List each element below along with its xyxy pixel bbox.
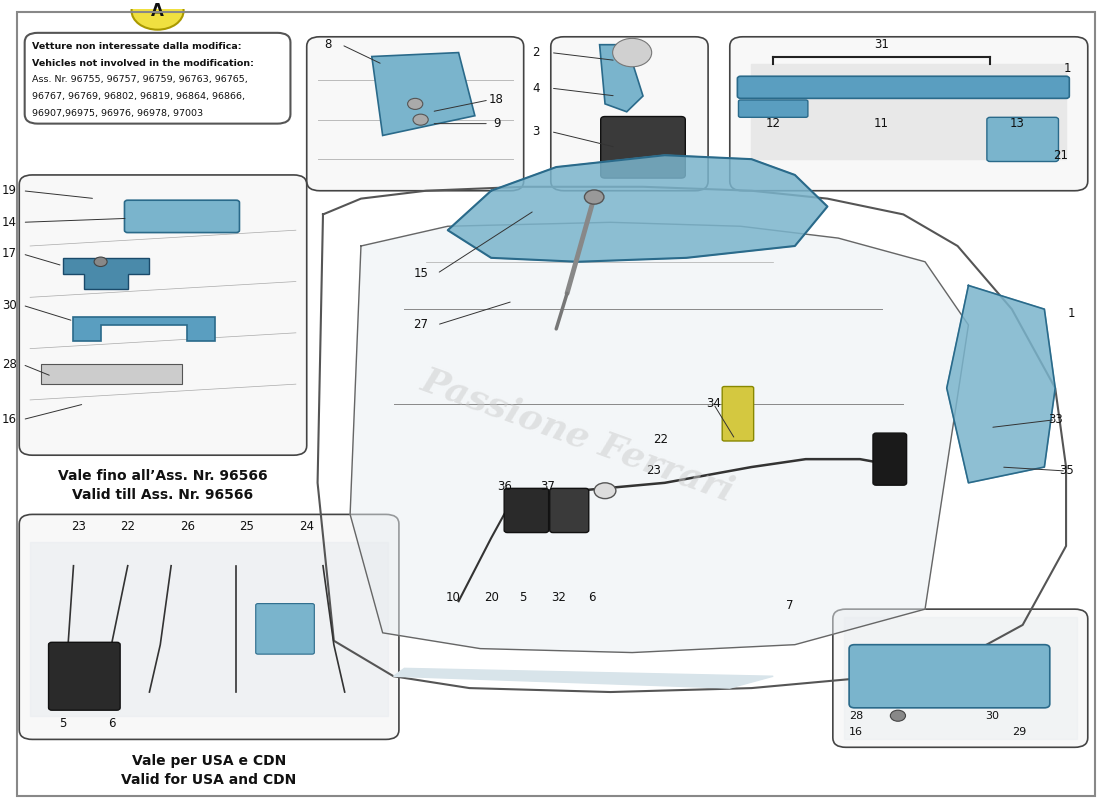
Text: 37: 37 — [540, 480, 556, 494]
Text: 36: 36 — [497, 480, 512, 494]
Text: 1: 1 — [1068, 306, 1075, 319]
Text: 10: 10 — [446, 591, 461, 604]
Text: 24: 24 — [299, 520, 315, 533]
FancyBboxPatch shape — [41, 365, 182, 384]
Text: 21: 21 — [1053, 149, 1068, 162]
Polygon shape — [600, 45, 643, 112]
FancyBboxPatch shape — [504, 488, 549, 533]
Polygon shape — [74, 317, 214, 341]
Text: 28: 28 — [849, 710, 864, 721]
Text: 96907,96975, 96976, 96978, 97003: 96907,96975, 96976, 96978, 97003 — [32, 109, 204, 118]
Text: 23: 23 — [72, 520, 87, 533]
Text: Ass. Nr. 96755, 96757, 96759, 96763, 96765,: Ass. Nr. 96755, 96757, 96759, 96763, 967… — [32, 75, 248, 85]
Polygon shape — [947, 286, 1055, 483]
Text: 14: 14 — [2, 216, 18, 229]
Circle shape — [584, 190, 604, 204]
Text: 6: 6 — [588, 591, 596, 604]
Polygon shape — [372, 53, 475, 135]
Text: 31: 31 — [874, 38, 889, 51]
Text: 33: 33 — [1048, 413, 1063, 426]
Text: 6: 6 — [108, 717, 115, 730]
FancyBboxPatch shape — [24, 33, 290, 124]
Text: 7: 7 — [785, 598, 793, 612]
Text: 30: 30 — [2, 298, 18, 312]
FancyBboxPatch shape — [307, 37, 524, 190]
Text: 2: 2 — [532, 46, 540, 59]
Text: 34: 34 — [706, 398, 721, 410]
FancyBboxPatch shape — [601, 117, 685, 178]
Text: 18: 18 — [490, 94, 504, 106]
Text: 25: 25 — [240, 520, 254, 533]
Text: 15: 15 — [414, 267, 428, 280]
FancyBboxPatch shape — [738, 100, 807, 118]
Circle shape — [613, 38, 651, 66]
Text: 35: 35 — [1058, 465, 1074, 478]
Text: 20: 20 — [484, 591, 498, 604]
Text: 22: 22 — [120, 520, 135, 533]
FancyBboxPatch shape — [20, 514, 399, 739]
FancyBboxPatch shape — [723, 386, 754, 441]
FancyBboxPatch shape — [873, 433, 906, 485]
Text: 22: 22 — [653, 433, 668, 446]
FancyBboxPatch shape — [124, 200, 240, 233]
Text: 3: 3 — [532, 125, 540, 138]
FancyBboxPatch shape — [729, 37, 1088, 190]
Text: 4: 4 — [532, 82, 540, 94]
Text: 5: 5 — [519, 591, 526, 604]
FancyBboxPatch shape — [849, 645, 1049, 708]
Text: 5: 5 — [59, 717, 66, 730]
Text: 9: 9 — [493, 117, 500, 130]
Text: Valid till Ass. Nr. 96566: Valid till Ass. Nr. 96566 — [73, 488, 254, 502]
Circle shape — [132, 0, 184, 30]
Circle shape — [594, 483, 616, 498]
Polygon shape — [448, 155, 827, 262]
Text: 29: 29 — [1012, 726, 1026, 737]
Text: 1: 1 — [1064, 62, 1071, 75]
Text: A: A — [151, 2, 164, 20]
FancyBboxPatch shape — [987, 118, 1058, 162]
Text: Passione Ferrari: Passione Ferrari — [417, 363, 739, 508]
Text: 26: 26 — [180, 520, 195, 533]
Text: Vale fino all’Ass. Nr. 96566: Vale fino all’Ass. Nr. 96566 — [58, 470, 267, 483]
Text: 28: 28 — [2, 358, 18, 371]
Polygon shape — [63, 258, 150, 290]
Circle shape — [408, 98, 422, 110]
FancyBboxPatch shape — [737, 76, 1069, 98]
Text: 17: 17 — [2, 247, 18, 260]
Text: 13: 13 — [1010, 117, 1025, 130]
Text: 16: 16 — [2, 413, 18, 426]
FancyBboxPatch shape — [833, 609, 1088, 747]
Text: 8: 8 — [324, 38, 332, 51]
Text: 96767, 96769, 96802, 96819, 96864, 96866,: 96767, 96769, 96802, 96819, 96864, 96866… — [32, 92, 245, 101]
Circle shape — [890, 710, 905, 722]
Circle shape — [95, 257, 107, 266]
FancyBboxPatch shape — [255, 604, 315, 654]
Text: 23: 23 — [647, 465, 661, 478]
Text: 19: 19 — [2, 184, 18, 198]
Text: 12: 12 — [766, 117, 781, 130]
Text: 27: 27 — [414, 318, 428, 331]
Text: Vehicles not involved in the modification:: Vehicles not involved in the modificatio… — [32, 59, 254, 68]
Text: 11: 11 — [874, 117, 889, 130]
FancyBboxPatch shape — [551, 37, 708, 190]
Text: Valid for USA and CDN: Valid for USA and CDN — [121, 773, 297, 786]
Text: 16: 16 — [849, 726, 864, 737]
FancyBboxPatch shape — [48, 642, 120, 710]
Text: Vetture non interessate dalla modifica:: Vetture non interessate dalla modifica: — [32, 42, 242, 51]
Polygon shape — [350, 222, 968, 653]
Polygon shape — [394, 668, 773, 688]
FancyBboxPatch shape — [20, 175, 307, 455]
Text: Vale per USA e CDN: Vale per USA e CDN — [132, 754, 286, 768]
Text: 30: 30 — [984, 710, 999, 721]
FancyBboxPatch shape — [550, 488, 588, 533]
Text: 32: 32 — [551, 591, 565, 604]
Circle shape — [412, 114, 428, 126]
